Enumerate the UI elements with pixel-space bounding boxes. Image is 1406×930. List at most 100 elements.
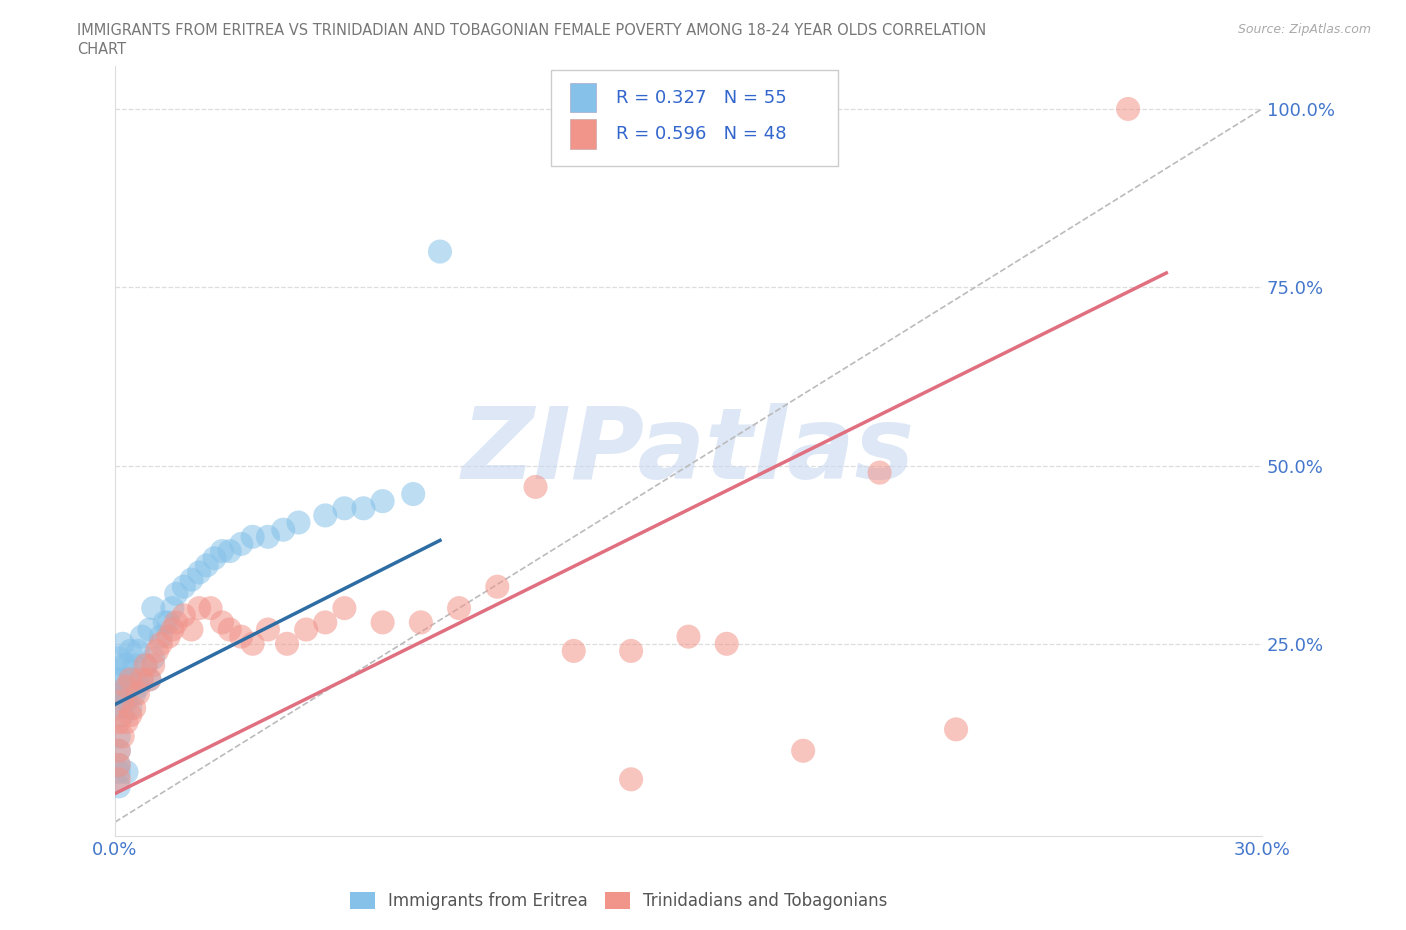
Point [620, 772, 643, 787]
Point [111, 729, 134, 744]
Point [276, 636, 298, 651]
Point [165, 615, 187, 630]
Point [120, 644, 142, 658]
FancyBboxPatch shape [571, 119, 596, 149]
Point [562, 644, 585, 658]
Text: R = 0.327   N = 55: R = 0.327 N = 55 [616, 88, 787, 107]
Point [142, 601, 165, 616]
Point [108, 715, 131, 730]
Point [127, 644, 149, 658]
Point [108, 672, 131, 687]
Point [524, 480, 547, 495]
Point [202, 551, 225, 565]
Point [429, 245, 451, 259]
Point [120, 672, 142, 687]
Point [157, 615, 180, 630]
Point [108, 686, 131, 701]
Point [165, 587, 187, 602]
Point [333, 501, 356, 516]
Point [122, 686, 145, 701]
Point [173, 579, 195, 594]
Point [115, 679, 138, 694]
Point [353, 501, 375, 516]
Point [231, 630, 253, 644]
Point [231, 537, 253, 551]
Point [211, 544, 233, 559]
Point [792, 743, 814, 758]
Point [402, 486, 425, 501]
Point [271, 523, 294, 538]
Point [115, 715, 138, 730]
Point [620, 644, 643, 658]
Point [111, 686, 134, 701]
Point [371, 494, 394, 509]
Point [138, 672, 160, 687]
Point [142, 651, 165, 666]
Point [1116, 101, 1139, 116]
Point [131, 630, 153, 644]
Point [120, 700, 142, 715]
Point [153, 615, 176, 630]
Point [218, 544, 240, 559]
Point [108, 758, 131, 773]
Point [111, 672, 134, 687]
Point [149, 630, 172, 644]
Point [211, 615, 233, 630]
Point [218, 622, 240, 637]
Point [111, 708, 134, 723]
Point [242, 636, 264, 651]
Point [257, 622, 280, 637]
Point [869, 465, 891, 480]
Legend: Immigrants from Eritrea, Trinidadians and Tobagonians: Immigrants from Eritrea, Trinidadians an… [343, 885, 894, 917]
Point [108, 743, 131, 758]
Point [716, 636, 738, 651]
Point [242, 529, 264, 544]
Point [108, 772, 131, 787]
Point [111, 658, 134, 672]
Point [314, 615, 336, 630]
Point [127, 679, 149, 694]
Point [108, 764, 131, 779]
Point [120, 708, 142, 723]
Point [295, 622, 318, 637]
Point [122, 700, 145, 715]
Point [486, 579, 509, 594]
Text: Source: ZipAtlas.com: Source: ZipAtlas.com [1237, 23, 1371, 36]
Point [200, 601, 222, 616]
Point [287, 515, 309, 530]
Text: IMMIGRANTS FROM ERITREA VS TRINIDADIAN AND TOBAGONIAN FEMALE POVERTY AMONG 18-24: IMMIGRANTS FROM ERITREA VS TRINIDADIAN A… [77, 23, 987, 38]
Point [162, 601, 184, 616]
Point [115, 679, 138, 694]
Point [108, 743, 131, 758]
Point [111, 694, 134, 709]
Point [108, 700, 131, 715]
Point [115, 694, 138, 709]
Point [314, 508, 336, 523]
Point [108, 651, 131, 666]
Point [945, 722, 967, 737]
Point [138, 672, 160, 687]
Point [180, 572, 202, 587]
Point [449, 601, 471, 616]
Point [162, 622, 184, 637]
FancyBboxPatch shape [551, 70, 838, 166]
FancyBboxPatch shape [571, 83, 596, 113]
Point [173, 608, 195, 623]
Point [180, 622, 202, 637]
Point [131, 672, 153, 687]
Point [138, 622, 160, 637]
Point [127, 686, 149, 701]
Point [149, 636, 172, 651]
Point [195, 558, 218, 573]
Point [111, 636, 134, 651]
Point [188, 601, 211, 616]
Point [115, 658, 138, 672]
Point [131, 672, 153, 687]
Point [108, 758, 131, 773]
Point [120, 672, 142, 687]
Point [135, 658, 157, 672]
Point [333, 601, 356, 616]
Text: R = 0.596   N = 48: R = 0.596 N = 48 [616, 125, 787, 143]
Point [371, 615, 394, 630]
Point [188, 565, 211, 580]
